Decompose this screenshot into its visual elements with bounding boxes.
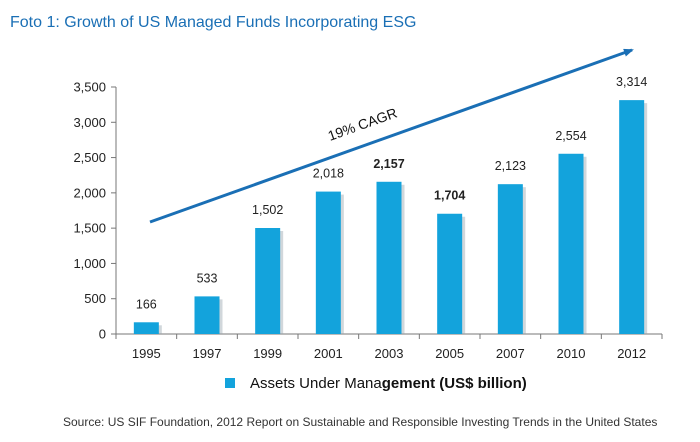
x-tick-label-2007: 2007	[496, 346, 525, 361]
x-tick-label-2010: 2010	[557, 346, 586, 361]
bar-1995	[133, 322, 159, 334]
x-axis-tick-labels: 1995 1997 1999 2001 2003 2005 2007 2010 2012	[132, 346, 646, 361]
y-tick-label: 2,500	[73, 150, 106, 165]
bar-1997	[194, 296, 220, 334]
x-tick-label-2012: 2012	[617, 346, 646, 361]
legend-label: Assets Under Management (US$ billion)	[250, 375, 527, 392]
legend: Assets Under Management (US$ billion)	[225, 375, 527, 392]
bar-2007	[497, 184, 523, 334]
legend-label-bold: gement (US$ billion)	[382, 375, 527, 392]
legend-swatch	[225, 378, 235, 388]
y-tick-label: 2,000	[73, 185, 106, 200]
data-label-1997: 533	[197, 271, 218, 285]
x-tick-label-2001: 2001	[314, 346, 343, 361]
chart-data-labels: 166 533 1,502 2,018 2,157 1,704 2,123 2,554 3,31…	[136, 75, 647, 311]
data-label-2005: 1,704	[434, 189, 465, 203]
x-tick-label-1997: 1997	[193, 346, 222, 361]
source-note: Source: US SIF Foundation, 2012 Report o…	[63, 415, 657, 429]
data-label-2003: 2,157	[373, 157, 404, 171]
bar-2005	[437, 213, 463, 334]
bar-2012	[619, 100, 645, 335]
y-tick-label: 3,500	[73, 80, 106, 95]
y-tick-label: 3,000	[73, 115, 106, 130]
data-label-2007: 2,123	[495, 159, 526, 173]
legend-label-plain: Assets Under Mana	[250, 375, 382, 392]
bar-2010	[558, 153, 584, 334]
cagr-arrow	[149, 48, 634, 224]
x-tick-label-2003: 2003	[375, 346, 404, 361]
x-tick-label-1999: 1999	[253, 346, 282, 361]
y-axis-tick-labels: 0 500 1,000 1,500 2,000 2,500 3,000 3,500	[73, 80, 106, 342]
data-label-2012: 3,314	[616, 75, 647, 89]
bar-2001	[315, 191, 341, 334]
chart-title: Foto 1: Growth of US Managed Funds Incor…	[10, 14, 416, 31]
y-tick-label: 1,000	[73, 256, 106, 271]
chart-bars	[133, 100, 648, 335]
data-label-1999: 1,502	[252, 203, 283, 217]
y-tick-label: 1,500	[73, 221, 106, 236]
bar-1999	[255, 228, 281, 334]
y-tick-label: 500	[84, 291, 106, 306]
y-tick-label: 0	[99, 327, 106, 342]
data-label-1995: 166	[136, 297, 157, 311]
bar-2003	[376, 181, 402, 334]
x-tick-label-2005: 2005	[435, 346, 464, 361]
x-tick-label-1995: 1995	[132, 346, 161, 361]
data-label-2010: 2,554	[555, 129, 586, 143]
data-label-2001: 2,018	[313, 167, 344, 181]
